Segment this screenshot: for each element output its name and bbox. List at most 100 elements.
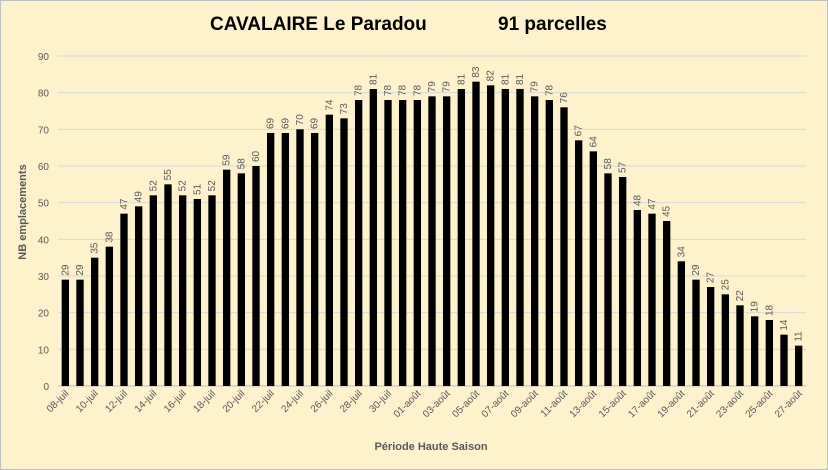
data-label: 45	[662, 205, 673, 217]
x-tick-label: 22-juil	[250, 388, 277, 415]
data-label: 48	[632, 194, 643, 206]
bar	[311, 133, 319, 386]
data-label: 79	[530, 81, 541, 93]
data-label: 52	[148, 180, 159, 192]
bar	[61, 279, 69, 386]
data-label: 83	[471, 66, 482, 78]
data-label: 81	[515, 73, 526, 85]
bar	[457, 89, 465, 386]
x-tick-label: 25-août	[744, 388, 776, 420]
x-axis-ticks: 08-juil 10-juil 12-juil 14-juil 16-juil 18-ju…	[45, 388, 805, 420]
bar	[296, 129, 304, 387]
bar	[589, 151, 597, 386]
x-tick-label: 14-juil	[133, 388, 160, 415]
bar	[149, 195, 157, 386]
bar	[619, 177, 627, 386]
bar	[384, 100, 392, 386]
data-label: 35	[90, 242, 101, 254]
data-label: 78	[412, 84, 423, 96]
bar	[633, 210, 641, 386]
bar	[369, 89, 377, 386]
bar	[721, 294, 729, 386]
data-label: 34	[676, 246, 687, 258]
x-tick-label: 09-août	[509, 388, 541, 420]
data-label: 78	[354, 84, 365, 96]
y-tick-label: 0	[43, 382, 49, 393]
y-tick-label: 50	[38, 199, 50, 210]
x-tick-label: 21-août	[685, 388, 717, 420]
x-tick-label: 24-juil	[279, 388, 306, 415]
x-tick-label: 19-août	[656, 388, 688, 420]
y-tick-label: 10	[38, 345, 50, 356]
x-tick-label: 16-juil	[162, 388, 189, 415]
data-label: 67	[574, 125, 585, 137]
bar	[487, 85, 495, 386]
data-label: 11	[794, 331, 805, 342]
bar	[355, 100, 363, 386]
data-label: 81	[500, 73, 511, 85]
bar	[604, 173, 612, 386]
x-tick-label: 27-août	[773, 388, 805, 420]
bar	[560, 107, 568, 386]
data-label: 19	[750, 301, 761, 313]
bar	[179, 195, 187, 386]
bar	[472, 81, 480, 387]
data-label: 58	[603, 158, 614, 170]
bar	[501, 89, 509, 386]
bar	[237, 173, 245, 386]
bar	[692, 279, 700, 386]
x-tick-label: 30-juil	[367, 388, 394, 415]
bar	[135, 206, 143, 386]
bar	[340, 118, 348, 386]
data-label: 78	[383, 84, 394, 96]
data-label: 14	[779, 319, 790, 331]
x-tick-label: 13-août	[568, 388, 600, 420]
y-tick-label: 90	[38, 52, 50, 63]
x-tick-label: 11-août	[539, 388, 570, 419]
data-label: 38	[104, 231, 115, 243]
bar	[208, 195, 216, 386]
chart-subtitle: 91 parcelles	[498, 14, 607, 35]
x-tick-label: 18-juil	[191, 388, 218, 415]
bar	[736, 305, 744, 386]
data-label: 52	[207, 180, 218, 192]
data-label: 69	[280, 117, 291, 129]
x-tick-label: 01-août	[392, 388, 424, 420]
data-label: 57	[618, 161, 629, 173]
bar	[648, 213, 656, 386]
x-tick-label: 07-août	[480, 388, 512, 420]
bars	[61, 81, 803, 387]
bar	[575, 140, 583, 386]
data-label: 25	[720, 279, 731, 291]
bar	[531, 96, 539, 386]
data-label: 78	[544, 84, 555, 96]
y-axis-ticks: 0 10 20 30 40 50 60 70 80 90	[38, 52, 50, 393]
data-label: 27	[706, 271, 717, 283]
bar	[91, 257, 99, 386]
data-label: 73	[339, 103, 350, 115]
data-label: 64	[588, 136, 599, 148]
data-label: 47	[119, 198, 130, 210]
bar	[267, 133, 275, 386]
y-tick-label: 80	[38, 89, 50, 100]
x-tick-label: 20-juil	[221, 388, 248, 415]
y-tick-label: 40	[38, 235, 50, 246]
bar	[780, 334, 788, 386]
data-label: 47	[647, 198, 658, 210]
bar	[677, 261, 685, 386]
bar	[193, 199, 201, 386]
y-axis-title: NB emplacements	[17, 164, 29, 259]
bar	[516, 89, 524, 386]
x-tick-label: 23-août	[714, 388, 746, 420]
data-label: 81	[368, 73, 379, 85]
bar	[751, 316, 759, 386]
data-label: 58	[236, 158, 247, 170]
data-label: 29	[75, 264, 86, 276]
title-row: CAVALAIRE Le Paradou 91 parcelles	[0, 14, 828, 44]
data-label: 22	[735, 290, 746, 302]
y-tick-label: 20	[38, 309, 50, 320]
bar	[707, 287, 715, 386]
bar	[281, 133, 289, 386]
